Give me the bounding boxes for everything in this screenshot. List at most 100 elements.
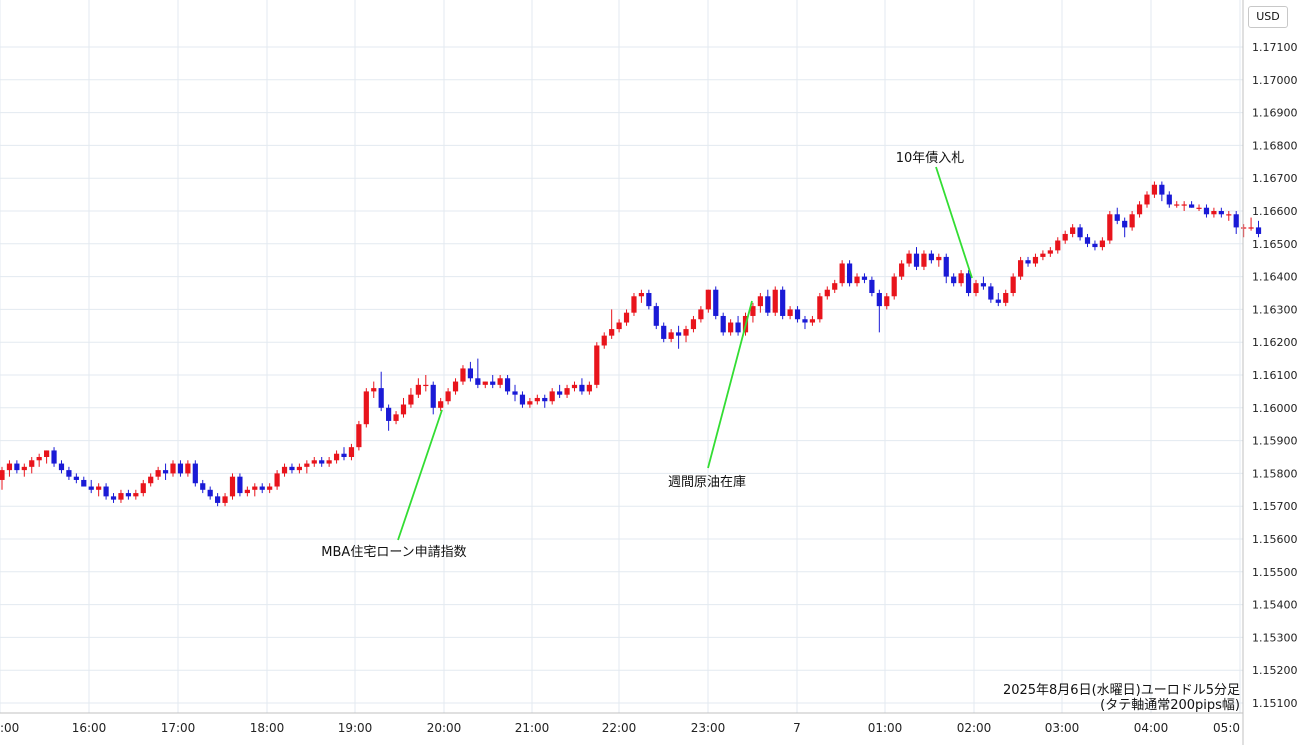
candle (438, 397, 444, 412)
candle (698, 306, 704, 323)
candle-body (229, 476, 236, 497)
candle (832, 279, 838, 293)
candle-body (943, 256, 949, 277)
candle (333, 450, 340, 464)
candle-body (1241, 227, 1247, 229)
candle (237, 473, 243, 497)
candle (497, 375, 503, 389)
candle (363, 388, 369, 428)
candle (884, 293, 890, 310)
candle-body (601, 335, 607, 346)
y-tick-label: 1.16100 (1252, 369, 1298, 382)
candle (170, 460, 176, 477)
candle (1122, 217, 1128, 238)
annotations: MBA住宅ローン申請指数 週間原油在庫 10年債入札 (321, 151, 973, 560)
candle-body (1077, 227, 1083, 238)
candle (549, 388, 555, 405)
y-tick-label: 1.15500 (1252, 566, 1298, 579)
candle-body (267, 486, 273, 490)
currency-badge[interactable]: USD (1248, 6, 1288, 28)
candle (378, 371, 384, 412)
candle (467, 361, 474, 382)
candle-body (1189, 204, 1195, 208)
y-tick-label: 1.16200 (1252, 336, 1298, 349)
candle (319, 457, 325, 467)
candle-body (750, 306, 756, 316)
candle (1025, 256, 1031, 267)
candle (728, 319, 734, 336)
candle (735, 315, 741, 336)
y-tick-label: 1.15200 (1252, 664, 1298, 677)
y-tick-label: 1.15100 (1252, 697, 1298, 710)
candle-body (207, 489, 213, 497)
candle-body (311, 460, 317, 464)
candle (1003, 289, 1009, 307)
candle-body (928, 253, 934, 261)
candle-body (809, 319, 816, 323)
candle (393, 411, 399, 425)
candle (557, 384, 563, 398)
candle-body (891, 276, 897, 297)
candle (304, 460, 310, 474)
candle-body (936, 256, 942, 261)
candle (1189, 201, 1195, 208)
candle (423, 375, 429, 392)
candle-body (430, 384, 436, 408)
candle (690, 315, 697, 333)
candle (1196, 204, 1202, 211)
candle-body (876, 293, 882, 307)
candle (1040, 250, 1046, 261)
candle-body (1181, 204, 1187, 206)
x-tick-label: 21:00 (515, 721, 550, 735)
candle (534, 394, 540, 405)
candle (386, 404, 392, 431)
candle-body (281, 466, 288, 474)
candle-body (192, 463, 198, 484)
candle-body (1055, 240, 1061, 251)
candle-body (0, 470, 5, 480)
candle-body (296, 466, 302, 471)
candle-body (1151, 184, 1158, 195)
candle-body (995, 299, 1001, 303)
candle-body (534, 397, 540, 402)
candle-body (564, 388, 570, 395)
candle-body (586, 384, 592, 392)
candle-body (6, 463, 13, 471)
candle (661, 322, 667, 343)
candle (348, 443, 355, 461)
candle-body (1248, 227, 1254, 229)
x-tick-label: 20:00 (427, 721, 462, 735)
candle (973, 279, 979, 297)
candle (1084, 233, 1091, 248)
candle-body (1032, 256, 1039, 264)
candle-body (162, 470, 169, 474)
candle-body (683, 329, 689, 336)
candle-body (542, 397, 548, 402)
x-tick-label: 22:00 (602, 721, 637, 735)
candle-body (177, 463, 184, 474)
candle (899, 260, 905, 280)
candle-body (1025, 260, 1031, 264)
candle (869, 276, 875, 297)
candle (653, 302, 659, 330)
candle-body (490, 381, 496, 385)
x-tick-label: 23:00 (691, 721, 726, 735)
grid-lines (0, 0, 1243, 713)
candle (252, 483, 258, 497)
candle-body (958, 273, 964, 284)
candle-body (319, 460, 325, 464)
annotation-pointer (935, 166, 973, 279)
candle-body (133, 493, 139, 497)
candle (0, 466, 5, 490)
candle (943, 253, 949, 284)
candle (244, 486, 250, 497)
candle-body (653, 306, 659, 326)
candle (1114, 207, 1120, 225)
candle (705, 289, 711, 313)
candle-body (1003, 293, 1009, 303)
chart-caption-line-1: 2025年8月6日(水曜日)ユーロドル5分足 (1002, 683, 1240, 698)
candle-body (73, 476, 79, 480)
candle-body (29, 460, 35, 467)
y-tick-label: 1.15300 (1252, 631, 1298, 644)
candle (1151, 181, 1158, 198)
